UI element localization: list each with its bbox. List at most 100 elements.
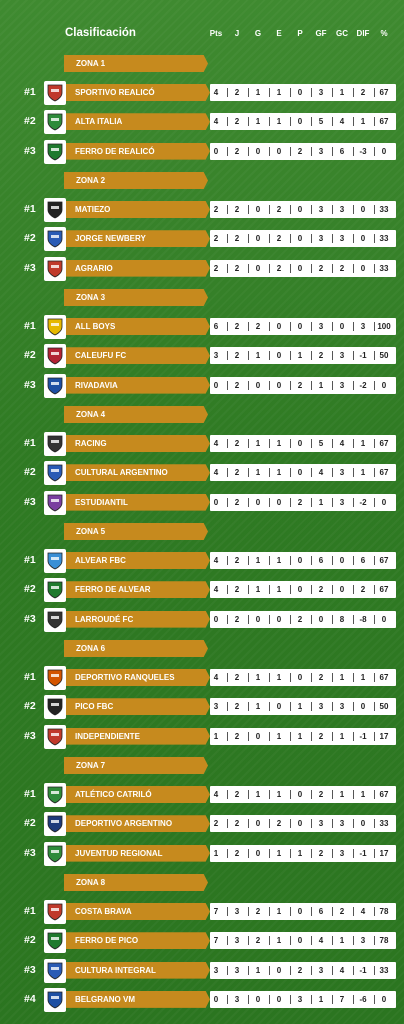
stat-value: -1 [359,965,367,975]
team-name[interactable]: LARROUDÉ FC [66,610,210,628]
team-name[interactable]: ESTUDIANTIL [66,493,210,511]
independiente-shield-icon [44,724,66,749]
zone-header: ZONA 1 [64,55,208,72]
stat-divider [226,673,228,682]
standings-row[interactable]: #2 CULTURAL ARGENTINO 4 2 1 1 0 4 3 1 67 [0,461,404,486]
stat-divider [352,380,354,390]
team-name[interactable]: RACING [66,435,210,452]
team-name[interactable]: JUVENTUD REGIONAL [66,844,210,862]
team-name[interactable]: COSTA BRAVA [66,903,210,920]
stat-value: 1 [360,468,366,478]
team-name[interactable]: CALEUFU FC [66,347,210,365]
standings-row[interactable]: #3 JUVENTUD REGIONAL 1 2 0 1 1 2 3 -1 17 [0,841,404,866]
team-name[interactable]: ALTA ITALIA [66,113,210,131]
standings-row[interactable]: #1 ATLÉTICO CATRILÓ 4 2 1 1 0 2 1 1 67 [0,783,404,807]
standings-row[interactable]: #3 RIVADAVIA 0 2 0 0 2 1 3 -2 0 [0,373,404,398]
stat-divider [226,907,228,916]
team-name[interactable]: FERRO DE REALICÓ [66,142,210,160]
standings-row[interactable]: #2 ALTA ITALIA 4 2 1 1 0 5 4 1 67 [0,110,404,135]
team-name[interactable]: BELGRANO VM [66,990,210,1008]
stat-value: 2 [234,380,240,390]
sportivo-realico-shield-icon [44,81,66,105]
rivadavia-shield-icon [44,373,66,398]
stat-value: 3 [318,819,324,829]
stat-divider [247,556,249,565]
stat-divider [373,994,375,1004]
standings-row[interactable]: #2 FERRO DE ALVEAR 4 2 1 1 0 2 0 2 67 [0,578,404,603]
standings-row[interactable]: #3 ESTUDIANTIL 0 2 0 0 2 1 3 -2 0 [0,490,404,515]
standings-row[interactable]: #1 SPORTIVO REALICÓ 4 2 1 1 0 3 1 2 67 [0,81,404,105]
standings-row[interactable]: #2 DEPORTIVO ARGENTINO 2 2 0 2 0 3 3 0 33 [0,812,404,837]
stat-divider [268,439,270,448]
standings-row[interactable]: #3 INDEPENDIENTE 1 2 0 1 1 2 1 -1 17 [0,724,404,749]
stat-divider [226,556,228,565]
team-name[interactable]: DEPORTIVO RANQUELES [66,669,210,686]
team-name[interactable]: FERRO DE PICO [66,932,210,950]
stat-value: 3 [318,965,324,975]
team-name[interactable]: SPORTIVO REALICÓ [66,84,210,101]
stat-value: -1 [359,731,367,741]
team-name[interactable]: CULTURAL ARGENTINO [66,464,210,482]
stats-cells: 3 2 1 0 1 3 3 0 50 [210,698,396,716]
standings-row[interactable]: #1 MATIEZO 2 2 0 2 0 3 3 0 33 [0,198,404,222]
team-name[interactable]: INDEPENDIENTE [66,727,210,745]
standings-row[interactable]: #2 JORGE NEWBERY 2 2 0 2 0 3 3 0 33 [0,227,404,252]
stat-value: 3 [339,819,345,829]
team-name[interactable]: AGRARIO [66,259,210,277]
col-pts: Pts [209,29,223,38]
stat-divider [247,936,249,946]
standings-row[interactable]: #3 LARROUDÉ FC 0 2 0 0 2 0 8 -8 0 [0,607,404,632]
stat-value: 1 [255,556,261,565]
team-name[interactable]: DEPORTIVO ARGENTINO [66,815,210,833]
stat-value: 2 [360,585,366,595]
standings-row[interactable]: #1 ALL BOYS 6 2 2 0 0 3 0 3 100 [0,315,404,339]
standings-row[interactable]: #3 FERRO DE REALICÓ 0 2 0 0 2 3 6 -3 0 [0,139,404,164]
team-name[interactable]: ALL BOYS [66,318,210,335]
team-name[interactable]: RIVADAVIA [66,376,210,394]
alvear-fbc-shield-icon [44,549,66,573]
stat-value: 2 [318,673,324,682]
stat-value: 3 [234,936,240,946]
stat-value: 0 [276,994,282,1004]
rank-label: #3 [24,261,36,274]
col-dif: DIF [356,29,370,38]
standings-row[interactable]: #4 BELGRANO VM 0 3 0 0 3 1 7 -6 0 [0,987,404,1012]
team-name[interactable]: CULTURA INTEGRAL [66,961,210,979]
stat-value: 1 [297,351,303,361]
standings-row[interactable]: #2 PICO FBC 3 2 1 0 1 3 3 0 50 [0,695,404,720]
stat-value: 1 [276,673,282,682]
standings-row[interactable]: #1 DEPORTIVO RANQUELES 4 2 1 1 0 2 1 1 67 [0,666,404,690]
stat-value: 3 [213,351,219,361]
team-name[interactable]: PICO FBC [66,698,210,716]
standings-row[interactable]: #1 ALVEAR FBC 4 2 1 1 0 6 0 6 67 [0,549,404,573]
team-name[interactable]: MATIEZO [66,201,210,218]
stat-value: 0 [255,994,261,1004]
team-name[interactable]: JORGE NEWBERY [66,230,210,248]
stat-divider [268,965,270,975]
team-name[interactable]: ATLÉTICO CATRILÓ [66,786,210,803]
standings-row[interactable]: #1 RACING 4 2 1 1 0 5 4 1 67 [0,432,404,456]
stat-value: 2 [255,936,261,946]
stat-divider [331,585,333,595]
stat-value: 67 [379,556,389,565]
stats-cells: 4 2 1 1 0 3 1 2 67 [210,84,396,101]
stat-divider [310,819,312,829]
stats-cells: 0 2 0 0 2 3 6 -3 0 [210,142,396,160]
stat-divider [289,702,291,712]
standings-row[interactable]: #2 FERRO DE PICO 7 3 2 1 0 4 1 3 78 [0,929,404,954]
stat-value: 8 [339,614,345,624]
stat-value: 1 [360,439,366,448]
standings-row[interactable]: #3 CULTURA INTEGRAL 3 3 1 0 2 3 4 -1 33 [0,958,404,983]
stat-divider [226,848,228,858]
standings-row[interactable]: #1 COSTA BRAVA 7 3 2 1 0 6 2 4 78 [0,900,404,924]
team-name[interactable]: ALVEAR FBC [66,552,210,569]
standings-row[interactable]: #2 CALEUFU FC 3 2 1 0 1 2 3 -1 50 [0,344,404,369]
stat-value: 4 [213,117,219,127]
stat-value: 2 [234,556,240,565]
stats-cells: 4 2 1 1 0 2 0 2 67 [210,581,396,599]
stat-value: 1 [318,497,324,507]
stat-value: 0 [360,819,366,829]
standings-row[interactable]: #3 AGRARIO 2 2 0 2 0 2 2 0 33 [0,256,404,281]
stat-value: 2 [318,731,324,741]
team-name[interactable]: FERRO DE ALVEAR [66,581,210,599]
